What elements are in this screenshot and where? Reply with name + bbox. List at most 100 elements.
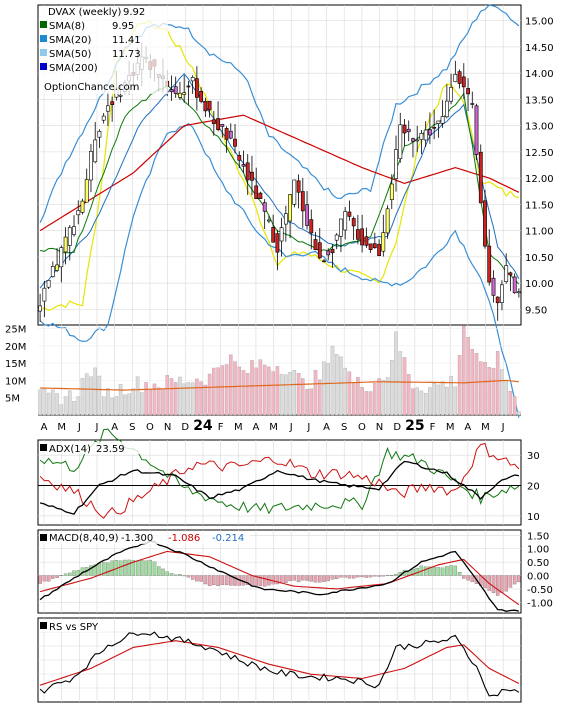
volume-bar	[411, 388, 415, 416]
candle-body	[512, 276, 517, 294]
volume-bar	[140, 392, 144, 416]
candle-body	[415, 139, 420, 142]
price-tick-label: 13.50	[525, 95, 554, 106]
candle-body	[372, 243, 377, 249]
candle-body	[423, 129, 428, 141]
macd-histogram-bar	[97, 563, 102, 576]
macd-histogram-bar	[462, 575, 466, 579]
month-tick-label: M	[234, 422, 243, 433]
volume-bar	[390, 360, 394, 416]
macd-histogram-bar	[161, 568, 165, 576]
macd-legend-swatch	[40, 534, 47, 541]
macd-histogram-bar	[457, 572, 462, 576]
macd-histogram-bar	[491, 575, 496, 593]
candle-body	[283, 213, 288, 225]
month-tick-label: N	[164, 422, 171, 433]
price-tick-label: 13.00	[525, 122, 554, 133]
candle-body	[338, 218, 343, 237]
volume-bar	[127, 393, 131, 416]
volume-bar	[169, 378, 174, 416]
macd-histogram-bar	[203, 575, 208, 585]
macd-histogram-bar	[250, 575, 254, 587]
macd-histogram-bar	[173, 574, 178, 576]
macd-histogram-bar	[63, 573, 68, 576]
legend-value: 11.41	[112, 35, 141, 46]
candle-body	[381, 232, 386, 252]
volume-bar	[131, 388, 136, 416]
volume-bar	[347, 371, 352, 416]
candle-body	[169, 89, 174, 93]
macd-histogram-bar	[440, 567, 445, 576]
volume-bar	[436, 384, 441, 416]
candle-body	[305, 204, 310, 226]
candle-body	[101, 115, 106, 121]
candle-body	[80, 200, 85, 213]
candle-body	[491, 277, 496, 296]
candle-body	[436, 120, 441, 124]
volume-bar	[343, 367, 347, 416]
macd-histogram-bar	[343, 575, 347, 578]
candle-body	[394, 149, 398, 179]
candle-body	[186, 85, 191, 88]
macd-tick-label: 0.50	[527, 558, 549, 569]
volume-bar	[377, 378, 381, 416]
volume-bar	[258, 359, 263, 416]
macd-histogram-bar	[224, 575, 229, 586]
macd-histogram-bar	[347, 575, 352, 579]
volume-bar	[449, 376, 453, 416]
month-tick-label: A	[41, 422, 48, 433]
macd-histogram-bar	[296, 575, 301, 583]
volume-bar	[322, 361, 326, 416]
macd-histogram-value: -0.214	[212, 533, 244, 544]
volume-bar	[330, 345, 335, 416]
macd-histogram-bar	[216, 575, 220, 587]
macd-histogram-bar	[453, 565, 458, 576]
volume-bar	[296, 373, 301, 416]
month-tick-label: O	[146, 422, 154, 433]
macd-histogram-bar	[106, 562, 110, 576]
month-tick-label: S	[129, 422, 135, 433]
month-tick-label: A	[252, 422, 259, 433]
volume-bar	[364, 391, 369, 416]
candle-body	[326, 250, 331, 256]
volume-bar	[440, 381, 445, 416]
candle-body	[72, 226, 76, 235]
candle-body	[334, 234, 339, 241]
candle-body	[233, 138, 237, 147]
macd-histogram-bar	[360, 575, 364, 578]
macd-histogram-bar	[309, 575, 314, 582]
volume-bar	[55, 393, 59, 416]
macd-histogram-bar	[356, 575, 360, 578]
volume-tick-label: 20M	[5, 342, 26, 353]
volume-bar	[334, 354, 339, 416]
macd-histogram-bar	[390, 575, 394, 576]
macd-histogram-bar	[233, 575, 237, 586]
macd-histogram-bar	[330, 575, 335, 580]
volume-bar	[38, 389, 42, 416]
candle-body	[207, 100, 212, 111]
macd-histogram-bar	[42, 575, 47, 582]
macd-histogram-bar	[93, 564, 97, 576]
volume-bar	[504, 380, 508, 416]
candle-body	[474, 105, 479, 155]
rs-legend-background	[40, 620, 106, 632]
price-tick-label: 11.50	[525, 200, 554, 211]
volume-bar	[123, 394, 127, 416]
candle-body	[347, 211, 352, 217]
candle-body	[419, 133, 424, 140]
macd-histogram-bar	[101, 562, 106, 576]
volume-bar	[318, 379, 322, 416]
volume-bar	[301, 378, 305, 416]
candle-body	[250, 171, 254, 181]
volume-bar	[402, 357, 407, 416]
volume-bar	[216, 367, 220, 416]
month-tick-label: J	[95, 422, 99, 433]
volume-bar	[148, 389, 153, 416]
volume-bar	[351, 383, 356, 416]
macd-signal-line	[39, 550, 520, 606]
candle-body	[427, 129, 432, 136]
macd-histogram-bar	[301, 575, 305, 581]
candle-body	[343, 211, 348, 231]
month-tick-label: J	[77, 422, 81, 433]
macd-histogram-bar	[292, 575, 297, 581]
